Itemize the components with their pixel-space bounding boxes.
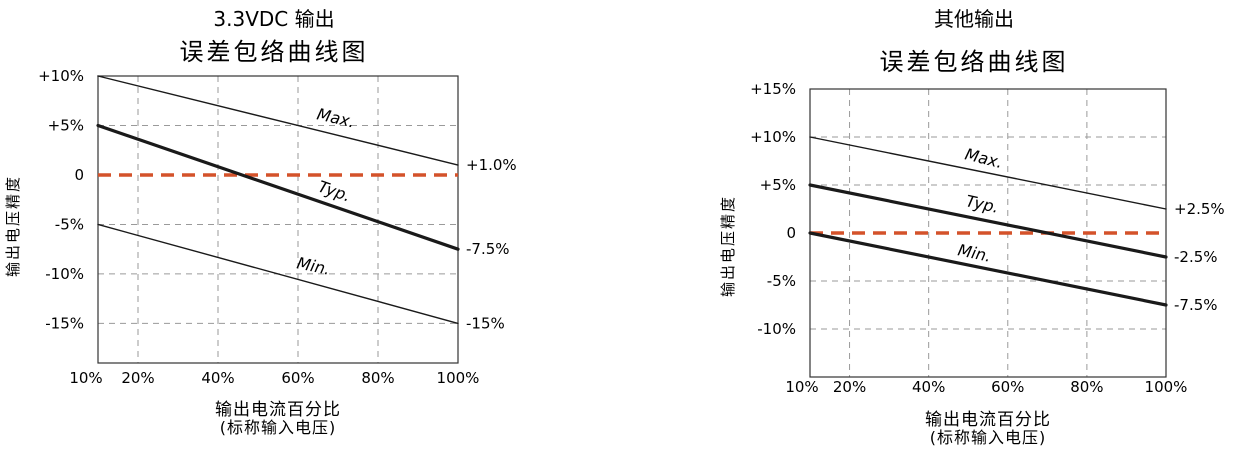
chart2-x-tick-label: 60%: [991, 378, 1024, 396]
chart1-plot-frame: [97, 75, 459, 364]
chart1-series-max-line: [97, 75, 459, 166]
chart2-y-tick-label: 0: [786, 224, 796, 242]
chart2-series-typ-label: Typ.: [964, 191, 1000, 216]
chart1-y-tick-label: -15%: [45, 314, 84, 332]
chart1-x-tick-label: 100%: [437, 369, 480, 387]
chart1-x-tick-label: 80%: [361, 369, 394, 387]
chart1-x-tick-label: 10%: [69, 369, 102, 387]
chart1-x-axis-label: 输出电流百分比: [215, 400, 341, 420]
chart2-x-tick-label: 80%: [1070, 378, 1103, 396]
chart1-y-tick-label: -5%: [55, 215, 84, 233]
chart1-series-min-end-label: -15%: [466, 314, 505, 332]
chart2-series-max-end-label: +2.5%: [1174, 200, 1225, 218]
chart2-x-tick-label: 40%: [912, 378, 945, 396]
chart1-series-min-label: Min.: [295, 253, 332, 279]
chart2-x-axis-label: 输出电流百分比: [925, 410, 1051, 430]
chart1-x-axis-sublabel: (标称输入电压): [220, 418, 337, 437]
chart1-y-tick-label: 0: [74, 166, 84, 184]
chart1-series-min-line: [97, 223, 459, 325]
chart1-subtitle: 误差包络曲线图: [180, 38, 369, 66]
chart2-y-tick-label: +5%: [760, 176, 796, 194]
chart2-series-min-line: [808, 231, 1168, 307]
chart1-x-tick-label: 40%: [201, 369, 234, 387]
chart2-x-tick-label: 100%: [1145, 378, 1188, 396]
chart2-series-typ-line: [808, 183, 1168, 259]
chart2-x-tick-label: 10%: [785, 378, 818, 396]
chart2-x-axis-sublabel: (标称输入电压): [930, 428, 1047, 447]
chart2-series-typ-end-label: -2.5%: [1174, 248, 1218, 266]
chart2-series-min-label: Min.: [956, 240, 993, 266]
chart1-y-tick-label: +10%: [38, 67, 84, 85]
chart2-x-tick-label: 20%: [833, 378, 866, 396]
chart1-y-tick-label: +5%: [48, 116, 84, 134]
chart1-y-tick-label: -10%: [45, 265, 84, 283]
chart2-y-tick-label: -5%: [767, 272, 796, 290]
chart2-series-min-end-label: -7.5%: [1174, 296, 1218, 314]
chart2-y-axis-label: 输出电压精度: [719, 195, 737, 297]
chart2-y-tick-label: -10%: [757, 320, 796, 338]
chart2-y-tick-label: +10%: [750, 128, 796, 146]
chart2-series-max-line: [809, 136, 1167, 210]
chart2-title: 其他输出: [934, 7, 1014, 31]
chart1-series-typ-end-label: -7.5%: [466, 240, 510, 258]
chart1-series-max-label: Max.: [315, 104, 356, 131]
chart1-series-max-end-label: +1.0%: [466, 156, 517, 174]
chart1-x-tick-label: 20%: [121, 369, 154, 387]
chart1-series-typ-line: [96, 123, 460, 251]
chart1-y-axis-label: 输出电压精度: [4, 175, 22, 277]
chart1-x-tick-label: 60%: [281, 369, 314, 387]
chart2-subtitle: 误差包络曲线图: [880, 48, 1069, 76]
chart2-y-tick-label: +15%: [750, 80, 796, 98]
chart2-series-max-label: Max.: [963, 144, 1005, 172]
chart1-title: 3.3VDC 输出: [213, 7, 334, 31]
